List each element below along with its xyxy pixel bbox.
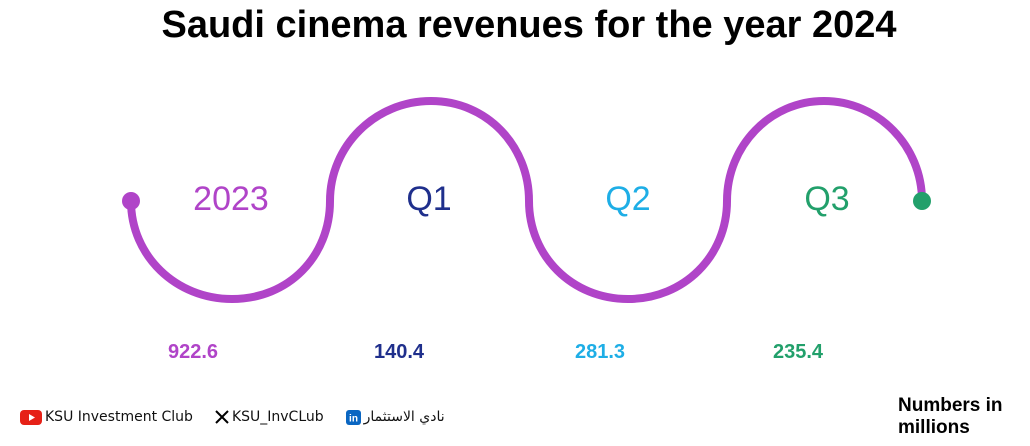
stage-value-q1: 140.4 [373, 341, 425, 363]
stage-label-q2: Q2 [605, 180, 651, 218]
stage-label-2023: 2023 [193, 180, 269, 218]
stage-label-q1: Q1 [406, 180, 452, 218]
end-dot [913, 192, 931, 210]
stage-value-q3: 235.4 [772, 341, 824, 363]
start-dot [122, 192, 140, 210]
page-title: Saudi cinema revenues for the year 2024 [161, 4, 897, 46]
linkedin-link[interactable]: in نادي الاستثمار [345, 409, 445, 425]
linkedin-label: نادي الاستثمار [363, 409, 445, 425]
wave-path [127, 96, 926, 304]
x-link[interactable]: KSU_InvCLub [215, 409, 324, 425]
x-label: KSU_InvCLub [231, 409, 324, 425]
stage-value-q2: 281.3 [574, 341, 626, 363]
youtube-label: KSU Investment Club [45, 409, 193, 425]
stage-value-2023: 922.6 [167, 341, 219, 363]
linkedin-icon: in [345, 409, 361, 425]
youtube-icon [20, 409, 42, 425]
x-icon [215, 410, 229, 424]
footer-social: KSU Investment Club KSU_InvCLub in نادي … [20, 409, 467, 425]
stage-label-q3: Q3 [804, 180, 850, 218]
units-note: Numbers in millions [898, 395, 1003, 438]
svg-text:in: in [349, 413, 358, 424]
youtube-link[interactable]: KSU Investment Club [20, 409, 193, 425]
